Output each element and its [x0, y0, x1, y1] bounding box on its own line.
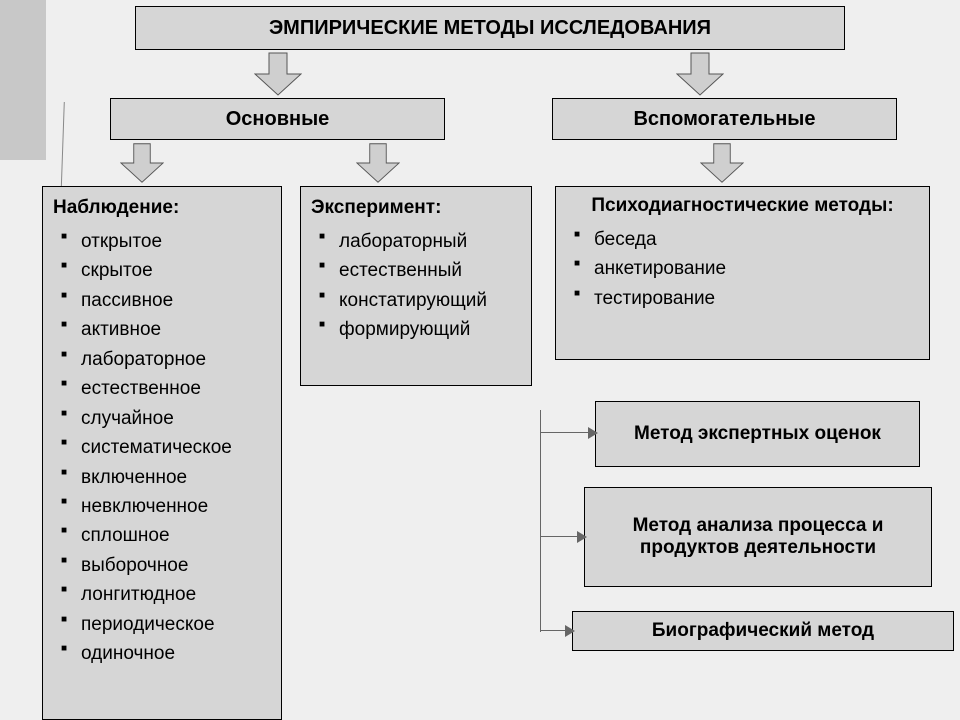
list-item: периодическое	[53, 610, 271, 639]
list-item: формирующий	[311, 315, 521, 344]
list-item: включенное	[53, 463, 271, 492]
arrow-title-to-main	[254, 52, 302, 96]
list-item: тестирование	[566, 284, 919, 313]
biographic-text: Биографический метод	[652, 620, 874, 642]
list-item: естественный	[311, 256, 521, 285]
title-text: ЭМПИРИЧЕСКИЕ МЕТОДЫ ИССЛЕДОВАНИЯ	[269, 17, 711, 40]
psychodiag-list: беседаанкетированиетестирование	[566, 225, 919, 313]
list-item: выборочное	[53, 551, 271, 580]
list-item: естественное	[53, 374, 271, 403]
expert-box: Метод экспертных оценок	[595, 401, 920, 467]
title-box: ЭМПИРИЧЕСКИЕ МЕТОДЫ ИССЛЕДОВАНИЯ	[135, 6, 845, 50]
list-item: сплошное	[53, 521, 271, 550]
analysis-box: Метод анализа процесса и продуктов деяте…	[584, 487, 932, 587]
psychodiag-heading: Психодиагностические методы:	[566, 195, 919, 217]
connector-biographic-head	[565, 625, 575, 637]
arrow-main-to-experiment	[356, 142, 400, 184]
sidebar-gray	[0, 0, 46, 160]
arrow-aux-to-psychodiag	[700, 142, 744, 184]
arrow-main-to-observation	[120, 142, 164, 184]
list-item: беседа	[566, 225, 919, 254]
diagram-canvas: ЭМПИРИЧЕСКИЕ МЕТОДЫ ИССЛЕДОВАНИЯ Основны…	[0, 0, 960, 720]
connector-spine	[540, 410, 541, 632]
list-item: случайное	[53, 404, 271, 433]
analysis-text: Метод анализа процесса и продуктов деяте…	[585, 515, 931, 559]
psychodiag-box: Психодиагностические методы: беседаанкет…	[555, 186, 930, 360]
connector-expert-head	[588, 427, 598, 439]
list-item: лонгитюдное	[53, 580, 271, 609]
arrow-title-to-aux	[676, 52, 724, 96]
experiment-heading: Эксперимент:	[311, 197, 521, 219]
list-item: анкетирование	[566, 254, 919, 283]
connector-expert	[540, 432, 595, 433]
category-aux-text: Вспомогательные	[633, 108, 815, 131]
expert-text: Метод экспертных оценок	[614, 423, 901, 445]
category-main-box: Основные	[110, 98, 445, 140]
category-aux-box: Вспомогательные	[552, 98, 897, 140]
list-item: скрытое	[53, 256, 271, 285]
experiment-box: Эксперимент: лабораторныйестественныйкон…	[300, 186, 532, 386]
experiment-list: лабораторныйестественныйконстатирующийфо…	[311, 227, 521, 345]
list-item: одиночное	[53, 639, 271, 668]
observation-box: Наблюдение: открытоескрытоепассивноеакти…	[42, 186, 282, 720]
list-item: пассивное	[53, 286, 271, 315]
category-main-text: Основные	[226, 108, 330, 131]
list-item: лабораторный	[311, 227, 521, 256]
list-item: активное	[53, 315, 271, 344]
list-item: лабораторное	[53, 345, 271, 374]
list-item: систематическое	[53, 433, 271, 462]
observation-heading: Наблюдение:	[53, 197, 271, 219]
list-item: открытое	[53, 227, 271, 256]
biographic-box: Биографический метод	[572, 611, 954, 651]
list-item: невключенное	[53, 492, 271, 521]
observation-list: открытоескрытоепассивноеактивноелаборато…	[53, 227, 271, 669]
list-item: констатирующий	[311, 286, 521, 315]
connector-analysis-head	[577, 531, 587, 543]
